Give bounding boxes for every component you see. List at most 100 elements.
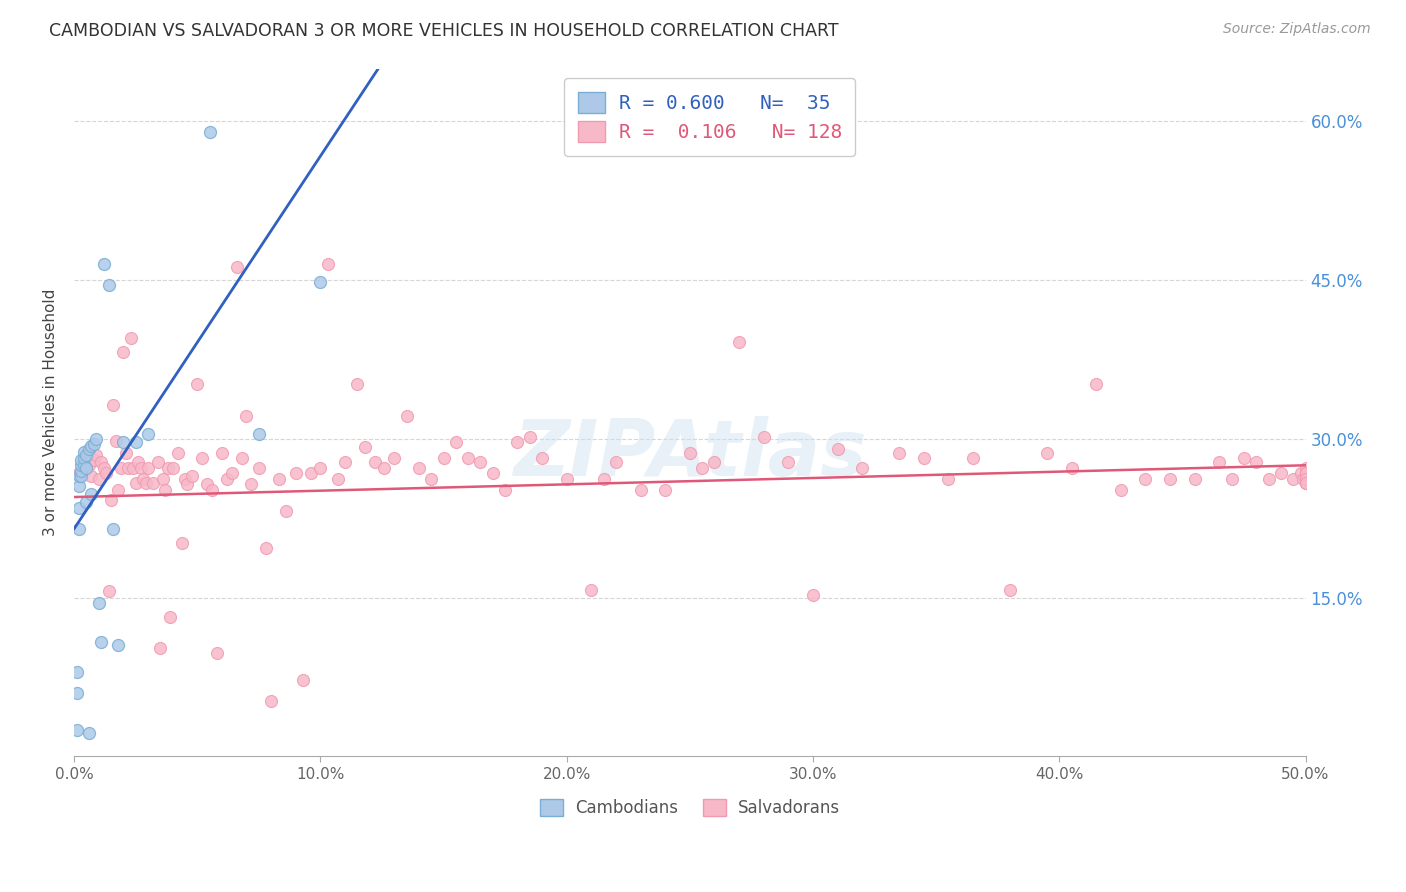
Point — [470, 455, 492, 469]
Point — [1085, 376, 1108, 391]
Text: Source: ZipAtlas.com: Source: ZipAtlas.com — [1223, 22, 1371, 37]
Point — [70, 458, 93, 473]
Point — [221, 466, 243, 480]
Point — [67, 522, 90, 536]
Text: CAMBODIAN VS SALVADORAN 3 OR MORE VEHICLES IN HOUSEHOLD CORRELATION CHART: CAMBODIAN VS SALVADORAN 3 OR MORE VEHICL… — [49, 22, 839, 40]
Point — [172, 535, 194, 549]
Point — [254, 541, 277, 555]
Point — [75, 495, 97, 509]
Point — [1282, 472, 1305, 486]
Point — [231, 450, 253, 465]
Point — [77, 726, 100, 740]
Point — [77, 458, 100, 473]
Point — [97, 278, 120, 293]
Point — [654, 483, 676, 497]
Point — [555, 472, 578, 486]
Point — [240, 477, 263, 491]
Point — [889, 445, 911, 459]
Point — [90, 635, 112, 649]
Point — [778, 455, 800, 469]
Point — [519, 430, 541, 444]
Point — [1246, 455, 1268, 469]
Point — [247, 426, 270, 441]
Point — [73, 458, 96, 473]
Point — [420, 472, 443, 486]
Point — [326, 472, 349, 486]
Point — [90, 455, 112, 469]
Point — [198, 125, 221, 139]
Point — [395, 409, 418, 423]
Point — [363, 455, 385, 469]
Point — [962, 450, 984, 465]
Point — [67, 479, 90, 493]
Point — [100, 493, 122, 508]
Point — [938, 472, 960, 486]
Point — [247, 461, 270, 475]
Point — [457, 450, 479, 465]
Point — [77, 442, 100, 457]
Point — [84, 432, 107, 446]
Point — [124, 435, 146, 450]
Point — [581, 583, 603, 598]
Point — [494, 483, 516, 497]
Point — [127, 455, 149, 469]
Point — [129, 461, 152, 475]
Point — [235, 409, 257, 423]
Point — [827, 442, 849, 457]
Point — [1270, 466, 1292, 480]
Point — [260, 694, 283, 708]
Point — [176, 477, 198, 491]
Point — [346, 376, 368, 391]
Point — [801, 589, 824, 603]
Point — [67, 466, 90, 480]
Point — [75, 461, 97, 475]
Point — [112, 345, 135, 359]
Point — [152, 472, 174, 486]
Point — [117, 461, 139, 475]
Text: ZIPAtlas: ZIPAtlas — [513, 416, 866, 491]
Point — [1295, 472, 1317, 486]
Point — [93, 461, 115, 475]
Point — [70, 453, 93, 467]
Point — [1295, 472, 1317, 486]
Point — [110, 461, 132, 475]
Point — [195, 477, 218, 491]
Point — [155, 483, 177, 497]
Point — [112, 435, 135, 450]
Point — [87, 596, 110, 610]
Point — [104, 434, 127, 448]
Point — [136, 426, 159, 441]
Point — [124, 476, 146, 491]
Point — [211, 445, 233, 459]
Point — [1295, 466, 1317, 480]
Point — [1257, 472, 1279, 486]
Point — [65, 665, 87, 679]
Point — [1295, 476, 1317, 491]
Point — [1295, 472, 1317, 486]
Point — [225, 260, 247, 275]
Point — [201, 483, 224, 497]
Point — [132, 472, 155, 486]
Point — [1295, 476, 1317, 491]
Point — [146, 455, 169, 469]
Point — [191, 450, 214, 465]
Point — [353, 440, 375, 454]
Point — [531, 450, 554, 465]
Point — [83, 453, 105, 467]
Point — [107, 638, 129, 652]
Point — [630, 483, 652, 497]
Point — [274, 504, 297, 518]
Point — [67, 468, 90, 483]
Point — [309, 275, 332, 289]
Point — [1109, 483, 1132, 497]
Point — [1295, 466, 1317, 480]
Point — [1184, 472, 1206, 486]
Point — [73, 450, 96, 465]
Point — [382, 450, 405, 465]
Point — [752, 430, 775, 444]
Point — [267, 472, 290, 486]
Legend: Cambodians, Salvadorans: Cambodians, Salvadorans — [533, 792, 846, 823]
Point — [1036, 445, 1059, 459]
Point — [1295, 472, 1317, 486]
Point — [284, 466, 307, 480]
